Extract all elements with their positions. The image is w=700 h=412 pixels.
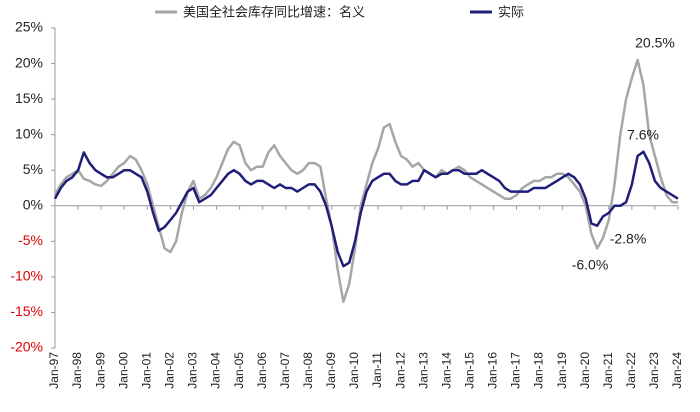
x-tick-label: Jan-22 — [624, 352, 638, 389]
x-tick-label: Jan-09 — [324, 352, 338, 389]
x-tick-label: Jan-98 — [70, 352, 84, 389]
x-tick-label: Jan-19 — [555, 352, 569, 389]
legend-label: 美国全社会库存同比增速：名义 — [183, 4, 365, 19]
y-tick-label: -20% — [10, 339, 43, 355]
x-tick-label: Jan-06 — [255, 352, 269, 389]
x-tick-label: Jan-16 — [486, 352, 500, 389]
x-tick-label: Jan-02 — [163, 352, 177, 389]
annotation: 7.6% — [627, 127, 659, 143]
y-tick-label: 0% — [23, 196, 43, 212]
x-tick-label: Jan-07 — [278, 352, 292, 389]
x-tick-label: Jan-17 — [509, 352, 523, 389]
x-tick-label: Jan-14 — [439, 352, 453, 389]
y-tick-label: -5% — [18, 232, 43, 248]
series-line — [53, 150, 679, 268]
legend-label: 实际 — [498, 4, 524, 19]
x-tick-label: Jan-18 — [532, 352, 546, 389]
x-tick-label: Jan-20 — [578, 352, 592, 389]
y-tick-label: 10% — [15, 125, 43, 141]
x-tick-label: Jan-15 — [463, 352, 477, 389]
x-tick-label: Jan-08 — [301, 352, 315, 389]
annotation: 20.5% — [635, 35, 675, 51]
y-tick-label: -10% — [10, 268, 43, 284]
x-tick-label: Jan-11 — [370, 352, 384, 388]
y-tick-label: 5% — [23, 161, 43, 177]
x-tick-label: Jan-97 — [47, 352, 61, 389]
x-tick-label: Jan-03 — [186, 352, 200, 389]
x-tick-label: Jan-12 — [393, 352, 407, 389]
y-tick-label: 15% — [15, 90, 43, 106]
annotation: -6.0% — [572, 257, 609, 273]
x-tick-label: Jan-13 — [416, 352, 430, 389]
x-tick-label: Jan-23 — [647, 352, 661, 389]
x-tick-label: Jan-05 — [232, 352, 246, 389]
x-tick-label: Jan-00 — [116, 352, 130, 389]
x-tick-label: Jan-04 — [209, 352, 223, 389]
x-tick-label: Jan-10 — [347, 352, 361, 389]
x-tick-label: Jan-01 — [139, 352, 153, 389]
x-tick-label: Jan-21 — [601, 352, 615, 389]
x-tick-label: Jan-24 — [670, 352, 684, 389]
annotation: -2.8% — [610, 231, 647, 247]
y-tick-label: -15% — [10, 303, 43, 319]
y-tick-label: 25% — [15, 19, 43, 35]
y-tick-label: 20% — [15, 54, 43, 70]
x-tick-label: Jan-99 — [93, 352, 107, 389]
